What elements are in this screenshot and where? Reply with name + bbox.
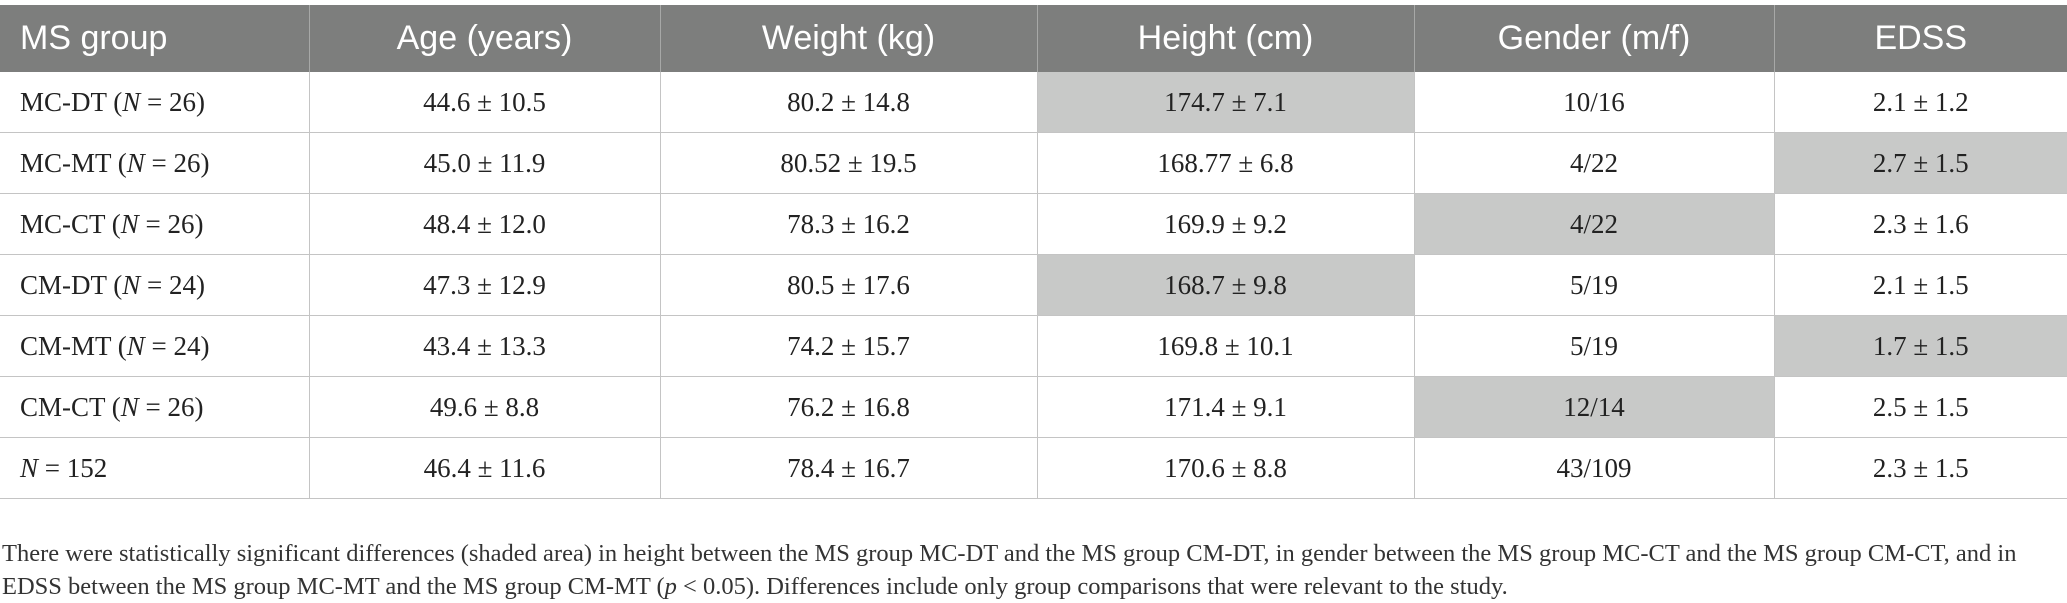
group-n: N bbox=[122, 269, 141, 300]
header-gender: Gender (m/f) bbox=[1414, 5, 1775, 72]
group-cell: MC-CT (N = 26) bbox=[0, 193, 310, 255]
gender-cell: 5/19 bbox=[1414, 315, 1775, 377]
header-age: Age (years) bbox=[309, 5, 661, 72]
age-cell: 46.4 ± 11.6 bbox=[309, 437, 661, 499]
group-n: N bbox=[20, 452, 39, 483]
gender-cell: 4/22 bbox=[1414, 132, 1775, 194]
group-suffix: = 24) bbox=[140, 269, 205, 300]
table-row: CM-MT (N = 24) 43.4 ± 13.3 74.2 ± 15.7 1… bbox=[0, 315, 2067, 377]
group-cell: CM-MT (N = 24) bbox=[0, 315, 310, 377]
gender-cell: 12/14 bbox=[1414, 376, 1775, 438]
height-cell: 168.7 ± 9.8 bbox=[1037, 254, 1415, 316]
age-cell: 49.6 ± 8.8 bbox=[309, 376, 661, 438]
gender-cell: 43/109 bbox=[1414, 437, 1775, 499]
table-row: CM-DT (N = 24) 47.3 ± 12.9 80.5 ± 17.6 1… bbox=[0, 254, 2067, 316]
group-prefix: CM-CT ( bbox=[20, 391, 121, 422]
height-cell: 168.77 ± 6.8 bbox=[1037, 132, 1415, 194]
table-header-row: MS group Age (years) Weight (kg) Height … bbox=[0, 5, 2067, 72]
table-row: CM-CT (N = 26) 49.6 ± 8.8 76.2 ± 16.8 17… bbox=[0, 376, 2067, 438]
group-cell: MC-MT (N = 26) bbox=[0, 132, 310, 194]
edss-cell: 1.7 ± 1.5 bbox=[1774, 315, 2067, 377]
group-n: N bbox=[120, 208, 139, 239]
weight-cell: 80.52 ± 19.5 bbox=[660, 132, 1038, 194]
footnote-p-symbol: p bbox=[664, 572, 677, 600]
header-ms-group: MS group bbox=[0, 5, 310, 72]
height-cell: 169.8 ± 10.1 bbox=[1037, 315, 1415, 377]
edss-cell: 2.1 ± 1.2 bbox=[1774, 72, 2067, 133]
group-prefix: CM-MT ( bbox=[20, 330, 127, 361]
group-prefix: CM-DT ( bbox=[20, 269, 123, 300]
weight-cell: 78.3 ± 16.2 bbox=[660, 193, 1038, 255]
gender-cell: 5/19 bbox=[1414, 254, 1775, 316]
edss-cell: 2.7 ± 1.5 bbox=[1774, 132, 2067, 194]
group-prefix: MC-MT ( bbox=[20, 147, 127, 178]
table-body: MC-DT (N = 26) 44.6 ± 10.5 80.2 ± 14.8 1… bbox=[0, 72, 2067, 499]
gender-cell: 10/16 bbox=[1414, 72, 1775, 133]
age-cell: 44.6 ± 10.5 bbox=[309, 72, 661, 133]
height-cell: 169.9 ± 9.2 bbox=[1037, 193, 1415, 255]
weight-cell: 78.4 ± 16.7 bbox=[660, 437, 1038, 499]
table-row: MC-MT (N = 26) 45.0 ± 11.9 80.52 ± 19.5 … bbox=[0, 132, 2067, 194]
table-row: N = 152 46.4 ± 11.6 78.4 ± 16.7 170.6 ± … bbox=[0, 437, 2067, 499]
edss-cell: 2.5 ± 1.5 bbox=[1774, 376, 2067, 438]
table-row: MC-CT (N = 26) 48.4 ± 12.0 78.3 ± 16.2 1… bbox=[0, 193, 2067, 255]
group-n: N bbox=[126, 330, 145, 361]
header-height: Height (cm) bbox=[1037, 5, 1415, 72]
height-cell: 171.4 ± 9.1 bbox=[1037, 376, 1415, 438]
group-prefix: MC-CT ( bbox=[20, 208, 121, 239]
group-suffix: = 26) bbox=[138, 391, 204, 422]
edss-cell: 2.3 ± 1.5 bbox=[1774, 437, 2067, 499]
gender-cell: 4/22 bbox=[1414, 193, 1775, 255]
ms-group-table: MS group Age (years) Weight (kg) Height … bbox=[0, 5, 2067, 499]
table-footnote: There were statistically significant dif… bbox=[2, 537, 2052, 603]
header-weight: Weight (kg) bbox=[660, 5, 1038, 72]
group-suffix: = 24) bbox=[144, 330, 210, 361]
group-suffix: = 26) bbox=[140, 86, 205, 117]
weight-cell: 80.5 ± 17.6 bbox=[660, 254, 1038, 316]
weight-cell: 74.2 ± 15.7 bbox=[660, 315, 1038, 377]
age-cell: 43.4 ± 13.3 bbox=[309, 315, 661, 377]
footnote-text-1: There were statistically significant dif… bbox=[2, 539, 2017, 600]
table-row: MC-DT (N = 26) 44.6 ± 10.5 80.2 ± 14.8 1… bbox=[0, 72, 2067, 133]
header-edss: EDSS bbox=[1774, 5, 2067, 72]
group-suffix: = 26) bbox=[144, 147, 210, 178]
height-cell: 174.7 ± 7.1 bbox=[1037, 72, 1415, 133]
group-suffix: = 152 bbox=[38, 452, 108, 483]
group-cell: CM-CT (N = 26) bbox=[0, 376, 310, 438]
group-n: N bbox=[126, 147, 145, 178]
footnote-text-2: < 0.05). Differences include only group … bbox=[676, 572, 1508, 600]
weight-cell: 76.2 ± 16.8 bbox=[660, 376, 1038, 438]
height-cell: 170.6 ± 8.8 bbox=[1037, 437, 1415, 499]
edss-cell: 2.3 ± 1.6 bbox=[1774, 193, 2067, 255]
age-cell: 47.3 ± 12.9 bbox=[309, 254, 661, 316]
group-suffix: = 26) bbox=[138, 208, 204, 239]
group-cell: N = 152 bbox=[0, 437, 310, 499]
age-cell: 45.0 ± 11.9 bbox=[309, 132, 661, 194]
group-prefix: MC-DT ( bbox=[20, 86, 123, 117]
weight-cell: 80.2 ± 14.8 bbox=[660, 72, 1038, 133]
group-n: N bbox=[120, 391, 139, 422]
group-n: N bbox=[122, 86, 141, 117]
age-cell: 48.4 ± 12.0 bbox=[309, 193, 661, 255]
edss-cell: 2.1 ± 1.5 bbox=[1774, 254, 2067, 316]
group-cell: MC-DT (N = 26) bbox=[0, 72, 310, 133]
group-cell: CM-DT (N = 24) bbox=[0, 254, 310, 316]
